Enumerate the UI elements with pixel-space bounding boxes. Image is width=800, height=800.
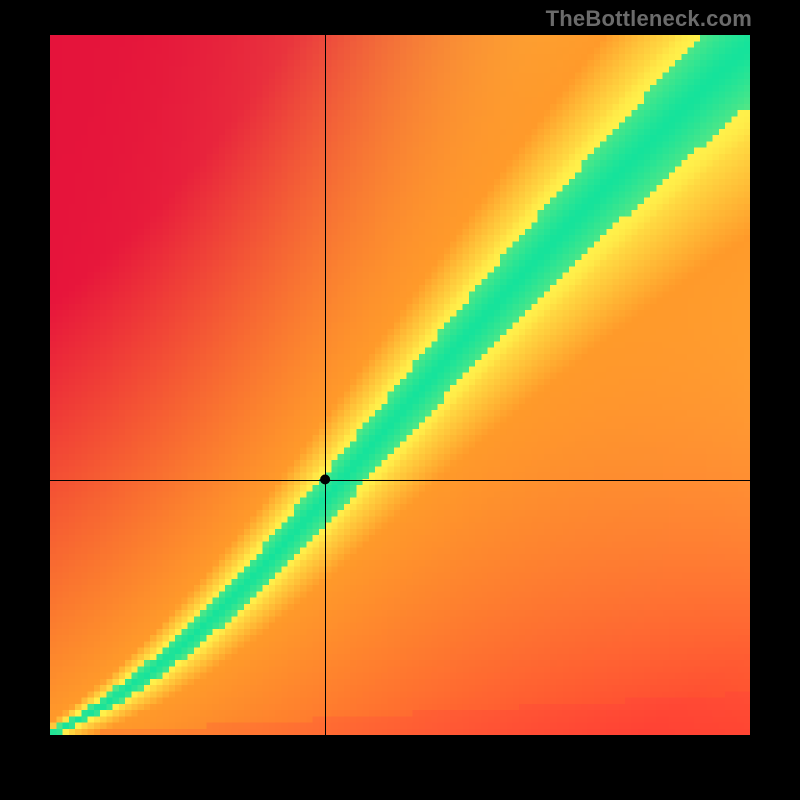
chart-container: TheBottleneck.com	[0, 0, 800, 800]
watermark-text: TheBottleneck.com	[546, 6, 752, 32]
crosshair-overlay	[50, 35, 750, 735]
heatmap-plot	[50, 35, 750, 735]
